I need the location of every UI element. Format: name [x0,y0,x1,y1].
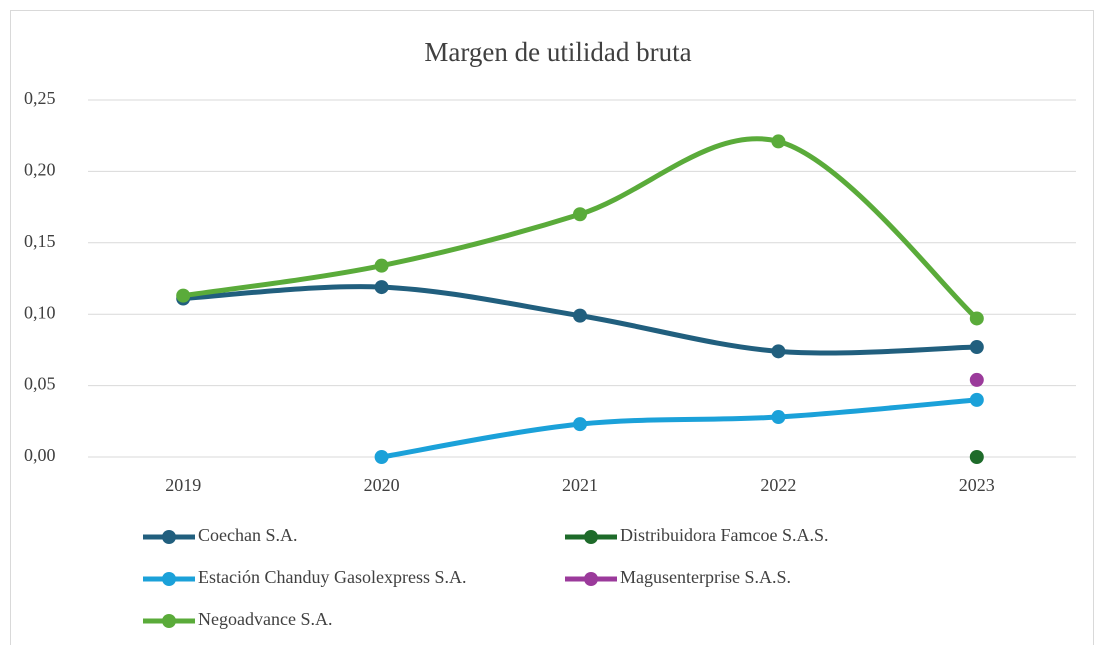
data-point [374,450,389,464]
data-point [969,372,984,387]
data-point [573,308,587,323]
legend-marker [162,530,176,544]
data-point [374,258,389,273]
data-point [573,207,587,222]
data-point [573,417,587,432]
legend-marker [162,614,176,628]
data-point [374,280,389,295]
legend-label: Negoadvance S.A. [198,609,332,629]
data-point [969,450,984,464]
legend-label: Estación Chanduy Gasolexpress S.A. [198,567,466,587]
y-tick-label: 0,00 [24,445,56,465]
data-point [771,344,786,359]
data-point [176,288,191,303]
chart-title: Margen de utilidad bruta [424,37,691,67]
x-tick-label: 2019 [165,475,201,495]
x-tick-label: 2022 [760,475,796,495]
y-tick-label: 0,20 [24,160,56,180]
y-tick-label: 0,15 [24,231,56,251]
chart-border [10,10,1094,645]
y-tick-label: 0,05 [24,374,56,394]
data-point [771,134,786,149]
legend-marker [584,530,598,544]
data-point [771,410,786,425]
x-tick-label: 2020 [364,475,400,495]
data-point [969,311,984,326]
series-line [379,397,980,460]
legend-label: Magusenterprise S.A.S. [620,567,791,587]
legend-marker [584,572,598,586]
data-point [969,392,984,407]
legend-marker [162,572,176,586]
legend-label: Coechan S.A. [198,525,297,545]
legend-label: Distribuidora Famcoe S.A.S. [620,525,829,545]
data-point [969,340,984,355]
x-tick-label: 2021 [562,475,598,495]
y-tick-label: 0,25 [24,88,56,108]
x-tick-label: 2023 [959,475,995,495]
y-tick-label: 0,10 [24,302,56,322]
